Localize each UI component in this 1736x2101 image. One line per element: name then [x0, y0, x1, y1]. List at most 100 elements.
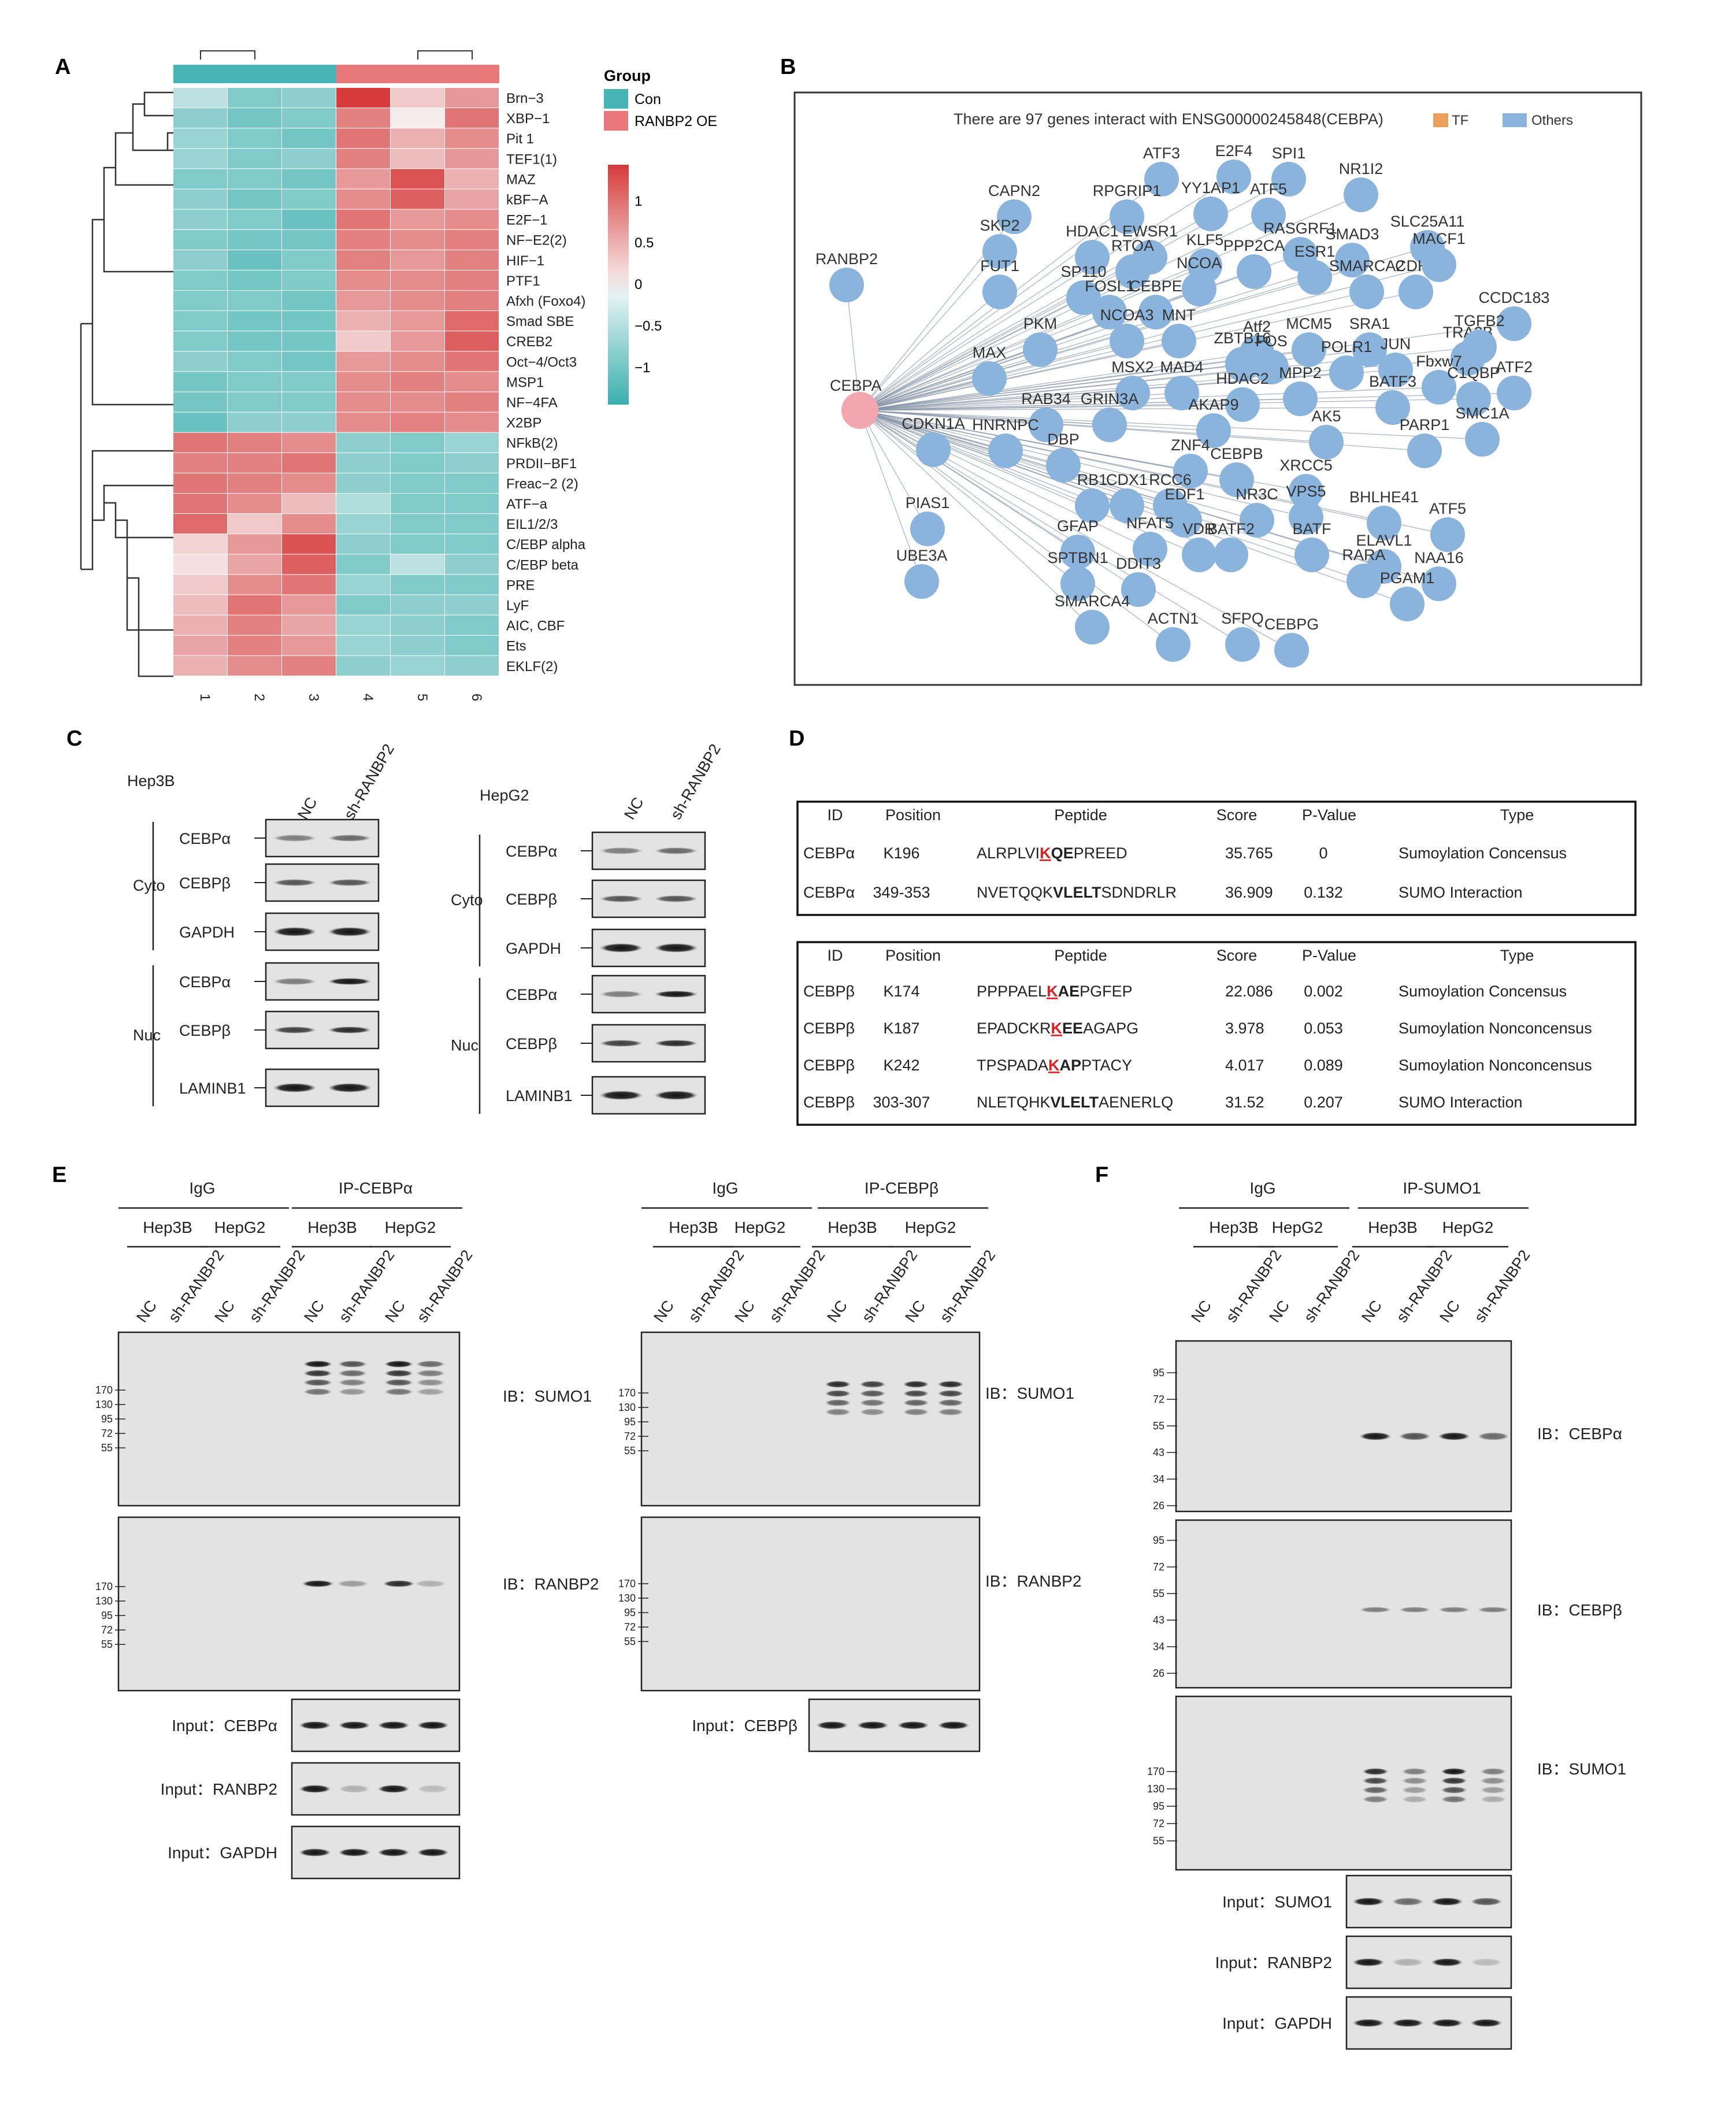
- table-cell-pvalue: 0.002: [1304, 983, 1343, 1000]
- band-label: CEBPβ: [179, 1022, 231, 1039]
- heatmap-cell: [445, 250, 499, 270]
- blot-band: [273, 927, 317, 936]
- network-node: [1225, 627, 1260, 662]
- heatmap-cell: [228, 514, 281, 534]
- heatmap-cell: [228, 372, 281, 392]
- network-node-label: MPP2: [1279, 364, 1322, 381]
- heatmap-cell: [282, 432, 336, 453]
- network-node-label: AK5: [1311, 407, 1341, 425]
- table-frame: [796, 941, 1637, 1126]
- network-edge: [859, 410, 1093, 506]
- column-dendrogram-path: [200, 50, 473, 60]
- cell-line-label: Hep3B: [1368, 1218, 1418, 1236]
- color-scale-ticks: 1 0.5 0 −0.5 −1: [635, 194, 662, 376]
- blot-band: [859, 1409, 886, 1416]
- blot-band: [303, 1361, 332, 1368]
- network-node: [1162, 324, 1196, 358]
- heatmap-cell: [228, 655, 281, 676]
- blot-band: [937, 1721, 970, 1729]
- network-hub-label: CEBPA: [830, 377, 882, 394]
- heatmap-cell: [336, 250, 390, 270]
- cell-line-label: HepG2: [214, 1218, 266, 1236]
- heatmap-cell: [336, 149, 390, 169]
- blot-band: [1401, 1777, 1428, 1784]
- network-node-label: NAA16: [1414, 549, 1464, 566]
- blot-band: [273, 1027, 317, 1033]
- network-nodes: RANBP2 CAPN2 SKP2 FUT1 MAX CDKN1A PIAS1 UBE3A AT…: [815, 142, 1550, 668]
- heatmap-cell: [173, 635, 227, 655]
- heatmap-cell: [445, 291, 499, 311]
- network-node-label: GFAP: [1057, 517, 1099, 535]
- heatmap-cell: [445, 189, 499, 209]
- ib-label: IB：SUMO1: [985, 1384, 1074, 1402]
- heatmap-cell: [391, 432, 444, 453]
- heatmap-cell: [282, 351, 336, 372]
- blot-band: [303, 1388, 332, 1395]
- blot-band: [299, 1721, 331, 1729]
- heatmap-cell: [336, 534, 390, 554]
- heatmap-cell: [336, 453, 390, 473]
- heatmap-cell: [445, 88, 499, 108]
- blot-band: [1352, 2019, 1385, 2027]
- mw-marker: 95: [1153, 1535, 1164, 1546]
- network-title: There are 97 genes interact with ENSG000…: [954, 110, 1383, 128]
- network-node: [1329, 355, 1364, 390]
- table-cell-id: CEBPβ: [803, 1094, 855, 1111]
- network-edge: [859, 291, 1000, 411]
- blot-band: [825, 1409, 851, 1416]
- blot-band: [273, 1083, 317, 1092]
- heatmap-cell: [445, 108, 499, 128]
- network-node: [1352, 332, 1387, 367]
- blot-band: [273, 879, 317, 886]
- blot-membrane: [1175, 1519, 1512, 1689]
- network-legend-swatch-others: [1503, 113, 1527, 127]
- heatmap-cell: [336, 615, 390, 635]
- network-edge: [846, 284, 860, 411]
- blot-band: [1431, 2019, 1463, 2027]
- network-edge: [859, 364, 1243, 411]
- heatmap-cell: [282, 514, 336, 534]
- network-legend-others: Others: [1531, 113, 1573, 128]
- network-edge: [859, 264, 1440, 411]
- heatmap-gene-label: PTF1: [506, 273, 540, 289]
- band-label: CEBPβ: [179, 875, 231, 892]
- blot-band: [859, 1399, 886, 1406]
- network-node: [1110, 488, 1144, 523]
- heatmap-cell: [445, 453, 499, 473]
- heatmap-cell: [173, 615, 227, 635]
- network-node: [1121, 572, 1156, 607]
- heatmap-cell: [445, 392, 499, 412]
- heatmap-cell: [445, 534, 499, 554]
- network-node: [904, 564, 939, 599]
- heatmap-cell: [173, 534, 227, 554]
- lane-label: sh-RANBP2: [667, 741, 724, 822]
- table-cell-peptide: NVETQQKVLELTSDNDRLR: [977, 884, 1177, 901]
- heatmap-cell: [228, 128, 281, 149]
- network-node-label: Atf2: [1243, 318, 1271, 335]
- network-node: [1465, 422, 1500, 457]
- network-node: [910, 512, 945, 546]
- network-node: [1367, 506, 1401, 540]
- peptide-segment: PTACY: [1081, 1057, 1132, 1074]
- blot-band: [1438, 1432, 1470, 1440]
- blot-band: [338, 1848, 370, 1857]
- network-node-label: PIAS1: [906, 494, 950, 512]
- heatmap-cell: [228, 209, 281, 229]
- table-header: P-Value: [1302, 947, 1356, 964]
- heatmap-cell: [391, 595, 444, 615]
- heatmap-cell: [445, 514, 499, 534]
- mw-marker: 26: [1153, 1668, 1164, 1679]
- network-node-label: BATF3: [1369, 373, 1416, 390]
- cell-line-label: Hep3B: [1209, 1218, 1259, 1236]
- ip-group-label: IgG: [1249, 1179, 1275, 1197]
- network-edge: [859, 410, 1200, 555]
- heatmap-cell: [391, 169, 444, 189]
- table-cell-position: 303-307: [873, 1094, 930, 1111]
- blot-band: [599, 1091, 643, 1100]
- network-node: [1430, 517, 1465, 552]
- network-node-label: EDF1: [1164, 486, 1204, 503]
- heatmap-cell: [228, 250, 281, 270]
- band-label: GAPDH: [179, 924, 235, 941]
- peptide-segment: ALRPLVI: [977, 844, 1040, 862]
- network-node-label: ATF5: [1250, 180, 1287, 198]
